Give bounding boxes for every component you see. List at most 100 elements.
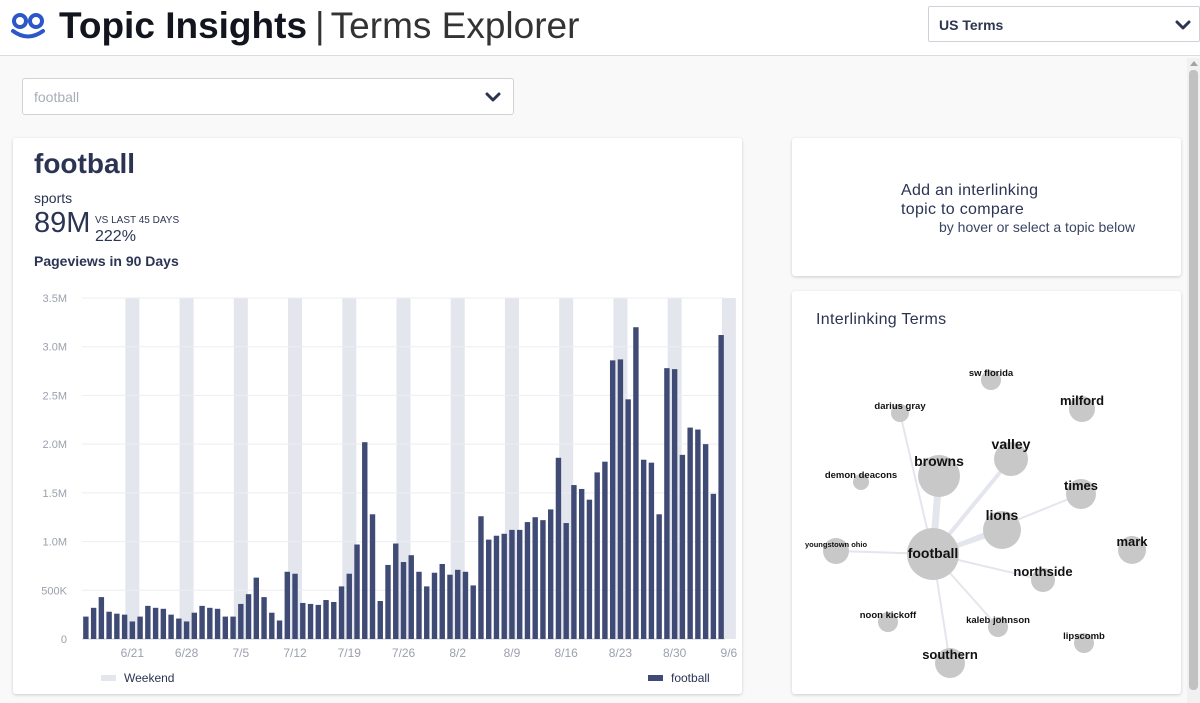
bar-football[interactable]	[447, 574, 453, 639]
graph-node-label[interactable]: lipscomb	[1063, 631, 1105, 642]
bar-football[interactable]	[478, 516, 484, 639]
bar-football[interactable]	[416, 571, 422, 639]
bar-football[interactable]	[563, 523, 569, 639]
bar-football[interactable]	[323, 600, 329, 639]
bar-football[interactable]	[687, 427, 693, 639]
bar-football[interactable]	[586, 499, 593, 639]
bar-football[interactable]	[671, 369, 678, 639]
bar-football[interactable]	[718, 335, 724, 639]
graph-node-label[interactable]: youngstown ohio	[805, 540, 867, 549]
bar-football[interactable]	[571, 485, 577, 639]
bar-football[interactable]	[98, 597, 105, 639]
bar-football[interactable]	[393, 543, 399, 639]
bar-football[interactable]	[300, 602, 306, 639]
bar-football[interactable]	[307, 603, 314, 639]
bar-football[interactable]	[183, 621, 190, 639]
bar-football[interactable]	[633, 327, 639, 639]
bar-football[interactable]	[369, 514, 376, 639]
graph-node[interactable]	[907, 528, 959, 580]
bar-football[interactable]	[439, 563, 445, 639]
bar-football[interactable]	[547, 509, 554, 639]
bar-football[interactable]	[83, 616, 89, 639]
bar-football[interactable]	[710, 493, 717, 639]
graph-node-label[interactable]: noon kickoff	[860, 610, 917, 621]
bar-football[interactable]	[129, 621, 136, 639]
scrollbar[interactable]	[1187, 58, 1200, 703]
graph-node[interactable]	[988, 617, 1008, 637]
bar-football[interactable]	[524, 522, 531, 639]
graph-node[interactable]	[1069, 396, 1095, 422]
bar-football[interactable]	[121, 614, 128, 639]
bar-football[interactable]	[532, 517, 538, 639]
graph-node-label[interactable]: lions	[986, 507, 1019, 523]
bar-football[interactable]	[207, 607, 213, 639]
bar-football[interactable]	[656, 514, 662, 639]
region-select[interactable]: US Terms	[928, 6, 1200, 42]
graph-node[interactable]	[918, 455, 960, 497]
bar-football[interactable]	[462, 571, 469, 639]
scrollbar-thumb[interactable]	[1189, 70, 1198, 690]
bar-football[interactable]	[114, 613, 120, 639]
graph-node-label[interactable]: football	[908, 545, 959, 561]
bar-football[interactable]	[517, 529, 523, 639]
bar-football[interactable]	[261, 597, 267, 639]
bar-football[interactable]	[292, 573, 298, 639]
bar-football[interactable]	[493, 535, 500, 639]
bar-football[interactable]	[540, 520, 546, 639]
graph-node[interactable]	[981, 370, 1001, 390]
graph-node[interactable]	[994, 442, 1028, 476]
graph-node-label[interactable]: northside	[1013, 564, 1072, 579]
bar-football[interactable]	[137, 616, 143, 639]
bar-football[interactable]	[230, 616, 236, 639]
bar-football[interactable]	[346, 573, 352, 639]
bar-football[interactable]	[486, 539, 492, 639]
graph-node[interactable]	[878, 612, 898, 632]
bar-football[interactable]	[315, 604, 321, 639]
graph-node[interactable]	[983, 511, 1021, 549]
topic-select[interactable]: football	[22, 78, 514, 115]
bar-football[interactable]	[269, 612, 275, 639]
bar-football[interactable]	[501, 533, 507, 639]
scroll-up-arrow-icon[interactable]	[1190, 61, 1198, 66]
bar-football[interactable]	[191, 612, 198, 639]
bar-football[interactable]	[400, 562, 407, 639]
bar-football[interactable]	[424, 586, 430, 639]
bar-football[interactable]	[284, 571, 290, 639]
graph-node-label[interactable]: darius gray	[874, 401, 926, 412]
graph-node-label[interactable]: valley	[992, 436, 1031, 452]
bar-football[interactable]	[245, 594, 252, 639]
bar-football[interactable]	[578, 488, 585, 639]
bar-football[interactable]	[160, 608, 167, 639]
bar-football[interactable]	[362, 442, 368, 639]
graph-node-label[interactable]: sw florida	[969, 368, 1014, 379]
bar-football[interactable]	[238, 603, 244, 639]
graph-node-label[interactable]: times	[1064, 478, 1098, 493]
bar-football[interactable]	[199, 605, 205, 639]
bar-football[interactable]	[214, 608, 221, 639]
graph-node[interactable]	[853, 474, 869, 490]
bar-football[interactable]	[354, 544, 360, 639]
graph-node-label[interactable]: demon deacons	[825, 470, 897, 481]
bar-football[interactable]	[276, 620, 283, 639]
bar-football[interactable]	[625, 399, 631, 639]
bar-football[interactable]	[664, 368, 670, 639]
bar-football[interactable]	[385, 564, 391, 639]
bar-football[interactable]	[253, 577, 260, 639]
bar-football[interactable]	[555, 457, 562, 639]
bar-football[interactable]	[640, 459, 647, 639]
bar-football[interactable]	[431, 572, 438, 639]
graph-node[interactable]	[935, 648, 965, 678]
bar-football[interactable]	[679, 454, 686, 639]
bar-football[interactable]	[509, 529, 515, 639]
bar-football[interactable]	[331, 601, 337, 639]
graph-node[interactable]	[891, 404, 909, 422]
graph-node[interactable]	[1074, 633, 1094, 653]
bar-football[interactable]	[455, 569, 461, 639]
graph-node[interactable]	[1031, 568, 1055, 592]
bar-football[interactable]	[602, 461, 608, 639]
graph-node-label[interactable]: mark	[1116, 534, 1148, 549]
graph-node-label[interactable]: browns	[914, 453, 964, 469]
bar-football[interactable]	[609, 360, 616, 639]
bar-football[interactable]	[176, 618, 182, 639]
bar-football[interactable]	[222, 616, 229, 639]
